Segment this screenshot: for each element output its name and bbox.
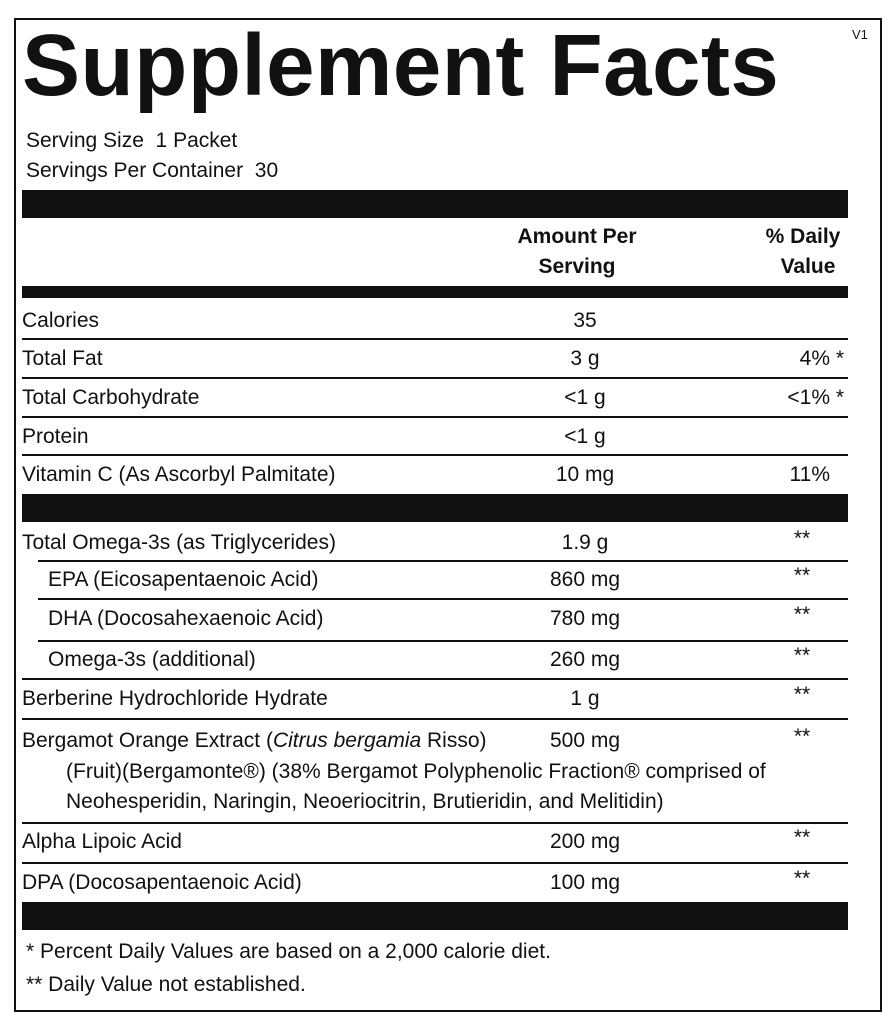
- daily-value: **: [793, 725, 811, 748]
- daily-value: **: [793, 867, 811, 890]
- row-rule: [38, 560, 848, 562]
- title: Supplement Facts: [22, 17, 780, 114]
- daily-value: 11%: [789, 463, 830, 486]
- nutrient-name: Total Omega-3s (as Triglycerides): [22, 531, 336, 554]
- col-dv: Value: [780, 255, 836, 278]
- nutrient-name: Bergamot Orange Extract (Citrus bergamia…: [22, 730, 487, 751]
- daily-value: **: [793, 603, 811, 626]
- serving-size: Serving Size 1 Packet: [26, 129, 238, 152]
- amount: 200 mg: [549, 830, 621, 853]
- row-rule: [38, 598, 848, 600]
- footnote: * Percent Daily Values are based on a 2,…: [26, 940, 551, 963]
- col-dv: % Daily: [765, 225, 841, 248]
- nutrient-detail: (Fruit)(Bergamonte®) (38% Bergamot Polyp…: [66, 760, 766, 783]
- row-rule: [22, 416, 848, 418]
- row-rule: [22, 718, 848, 720]
- nutrient-name: Calories: [22, 309, 100, 332]
- amount: 100 mg: [549, 871, 621, 894]
- nutrient-name: DPA (Docosapentaenoic Acid): [22, 871, 302, 894]
- nutrient-name: EPA (Eicosapentaenoic Acid): [48, 568, 319, 591]
- daily-value: **: [793, 564, 811, 587]
- row-rule: [22, 377, 848, 379]
- nutrient-name: Total Fat: [22, 347, 103, 370]
- col-amount: Amount Per: [517, 225, 637, 248]
- daily-value: **: [793, 826, 811, 849]
- amount: 500 mg: [549, 729, 621, 752]
- row-rule: [22, 862, 848, 864]
- nutrient-name: DHA (Docosahexaenoic Acid): [48, 607, 324, 630]
- daily-value: <1% *: [787, 386, 844, 409]
- amount: 10 mg: [555, 463, 615, 486]
- daily-value: 4% *: [799, 347, 844, 370]
- bar: [22, 494, 848, 522]
- nutrient-name: Berberine Hydrochloride Hydrate: [22, 687, 328, 710]
- name-part: Bergamot Orange Extract (: [22, 729, 273, 752]
- row-rule: [22, 822, 848, 824]
- col-amount: Serving: [538, 255, 616, 278]
- amount: 1.9 g: [561, 531, 609, 554]
- nutrient-detail: Neohesperidin, Naringin, Neoeriocitrin, …: [66, 790, 664, 813]
- name-part: Citrus bergamia: [272, 729, 422, 752]
- label-border: [14, 18, 882, 1012]
- amount: <1 g: [564, 386, 606, 409]
- bar: [22, 190, 848, 218]
- amount: <1 g: [564, 425, 606, 448]
- amount: 35: [573, 309, 597, 332]
- amount: 860 mg: [549, 568, 621, 591]
- daily-value: **: [793, 683, 811, 706]
- nutrient-name: Protein: [22, 425, 89, 448]
- bar: [22, 286, 848, 298]
- row-rule: [22, 338, 848, 340]
- bar: [22, 902, 848, 930]
- amount: 3 g: [570, 347, 600, 370]
- servings-per-container: Servings Per Container 30: [26, 159, 279, 182]
- amount: 1 g: [570, 687, 600, 710]
- nutrient-name: Omega-3s (additional): [48, 648, 256, 671]
- daily-value: **: [793, 527, 811, 550]
- nutrient-name: Total Carbohydrate: [22, 386, 200, 409]
- row-rule: [38, 640, 848, 642]
- amount: 260 mg: [549, 648, 621, 671]
- daily-value: **: [793, 644, 811, 667]
- row-rule: [22, 454, 848, 456]
- amount: 780 mg: [549, 607, 621, 630]
- row-rule: [22, 678, 848, 680]
- version: V1: [852, 27, 868, 42]
- nutrient-name: Alpha Lipoic Acid: [22, 830, 182, 853]
- footnote: ** Daily Value not established.: [26, 973, 306, 996]
- name-part: Risso): [421, 729, 487, 752]
- nutrient-name: Vitamin C (As Ascorbyl Palmitate): [22, 463, 336, 486]
